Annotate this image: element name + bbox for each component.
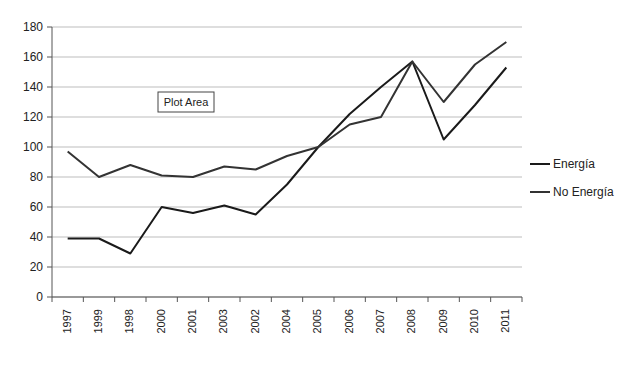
tick-label: 20 (30, 260, 44, 274)
tick-mark (47, 177, 52, 178)
grid-line (52, 297, 522, 298)
tick-mark (47, 207, 52, 208)
tick-label: 80 (30, 170, 44, 184)
x-tick-mark (302, 297, 303, 302)
x-tick-mark (459, 297, 460, 302)
tick-mark (47, 297, 52, 298)
tick-mark (47, 27, 52, 28)
legend-swatch (530, 191, 550, 193)
tick-label: 160 (23, 50, 43, 64)
series-line (68, 62, 507, 254)
x-tick-label: 2006 (343, 309, 355, 333)
x-tick-label: 2005 (311, 309, 323, 333)
tick-mark (47, 117, 52, 118)
x-tick-label: 1998 (123, 309, 135, 333)
x-tick-label: 1997 (61, 309, 73, 333)
grid-line (52, 27, 522, 28)
x-tick-mark (146, 297, 147, 302)
x-tick-mark (240, 297, 241, 302)
x-tick-label: 1999 (92, 309, 104, 333)
grid-line (52, 267, 522, 268)
plot-lines (68, 42, 507, 254)
legend-label: Energía (553, 157, 595, 171)
tick-mark (47, 147, 52, 148)
tick-label: 60 (30, 200, 44, 214)
grid-line (52, 147, 522, 148)
x-tick-label: 2000 (155, 309, 167, 333)
legend-swatch (530, 163, 550, 165)
x-tick-mark (428, 297, 429, 302)
x-tick-mark (52, 297, 53, 302)
tick-mark (47, 87, 52, 88)
x-tick-mark (490, 297, 491, 302)
x-tick-label: 2002 (249, 309, 261, 333)
x-tick-label: 2007 (374, 309, 386, 333)
chart: 0 20 40 60 80 100 120 140 160 180 1997 1999 1998 2000… (0, 0, 642, 382)
tick-label: 180 (23, 20, 43, 34)
grid-line (52, 177, 522, 178)
x-tick-label: 2008 (405, 309, 417, 333)
x-tick-mark (334, 297, 335, 302)
x-tick-mark (114, 297, 115, 302)
grid-line (52, 117, 522, 118)
tick-label: 100 (23, 140, 43, 154)
x-tick-label: 2003 (217, 309, 229, 333)
grid-line (52, 237, 522, 238)
grid-line (52, 87, 522, 88)
tick-label: 0 (36, 290, 43, 304)
tick-label: 120 (23, 110, 43, 124)
x-tick-label: 2001 (186, 309, 198, 333)
annotation-box (158, 92, 214, 112)
x-axis (52, 297, 522, 298)
tick-mark (47, 267, 52, 268)
tick-label: 140 (23, 80, 43, 94)
grid-line (52, 57, 522, 58)
annotation: Plot Area (164, 96, 210, 108)
x-tick-label: 2009 (437, 309, 449, 333)
legend-label: No Energía (553, 185, 614, 199)
tick-mark (47, 237, 52, 238)
grid-line (52, 207, 522, 208)
tick-label: 40 (30, 230, 44, 244)
x-tick-mark (177, 297, 178, 302)
y-axis (52, 27, 53, 297)
tick-mark (47, 57, 52, 58)
x-tick-mark (83, 297, 84, 302)
x-tick-mark (365, 297, 366, 302)
x-tick-label: 2011 (499, 309, 511, 333)
x-tick-mark (396, 297, 397, 302)
x-tick-label: 2010 (468, 309, 480, 333)
x-tick-label: 2004 (280, 309, 292, 333)
x-tick-mark (522, 297, 523, 302)
x-tick-mark (208, 297, 209, 302)
x-tick-mark (271, 297, 272, 302)
series-line (68, 42, 507, 177)
